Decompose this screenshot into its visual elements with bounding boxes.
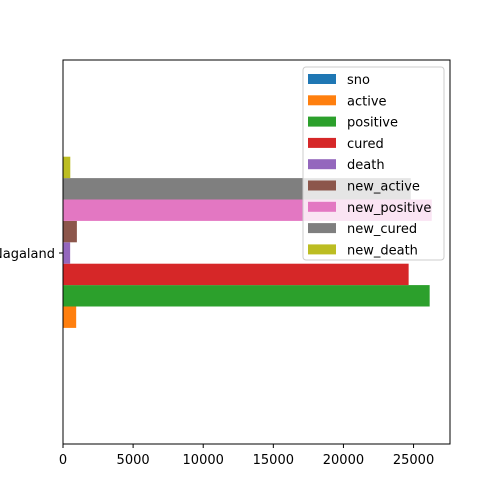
bar-cured bbox=[63, 263, 409, 286]
category-label: Nagaland bbox=[0, 247, 55, 262]
x-tick-label: 10000 bbox=[183, 453, 224, 468]
x-tick-label: 5000 bbox=[117, 453, 150, 468]
legend-label-active: active bbox=[347, 94, 387, 109]
legend-swatch-new_positive bbox=[308, 201, 336, 212]
legend: sno active positive cured death new_activenew… bbox=[302, 66, 445, 261]
legend-label-new_active: new_active bbox=[347, 180, 420, 195]
legend-swatch-new_active bbox=[308, 180, 336, 191]
axes-group: 0 5000 10000 15000 20000 25000 Nagaland bbox=[0, 59, 451, 468]
legend-swatch-sno bbox=[308, 74, 336, 84]
plot-frame bbox=[62, 59, 451, 445]
legend-label-positive: positive bbox=[347, 116, 398, 131]
legend-swatch-active bbox=[308, 95, 336, 106]
legend-label-death: death bbox=[347, 158, 385, 173]
x-tick-label: 25000 bbox=[393, 453, 434, 468]
x-tick-label: 15000 bbox=[253, 453, 294, 468]
x-tick-label: 20000 bbox=[323, 453, 364, 468]
legend-label-new_death: new_death bbox=[347, 243, 418, 258]
bar-positive bbox=[63, 285, 430, 307]
bar-new_death bbox=[63, 156, 71, 179]
legend-swatch-death bbox=[308, 159, 336, 170]
bar-death bbox=[63, 242, 71, 264]
legend-swatch-new_cured bbox=[308, 223, 336, 234]
x-tick-label: 0 bbox=[59, 453, 67, 468]
legend-label-new_cured: new_cured bbox=[347, 222, 417, 237]
legend-swatch-new_death bbox=[308, 244, 336, 255]
legend-label-new_positive: new_positive bbox=[347, 201, 431, 216]
legend-swatch-positive bbox=[308, 116, 336, 127]
legend-swatch-cured bbox=[308, 137, 336, 148]
bar-new_active bbox=[63, 220, 77, 243]
legend-box bbox=[302, 66, 445, 261]
legend-label-sno: sno bbox=[347, 73, 370, 88]
legend-label-cured: cured bbox=[347, 137, 384, 152]
bar-active bbox=[63, 306, 77, 328]
